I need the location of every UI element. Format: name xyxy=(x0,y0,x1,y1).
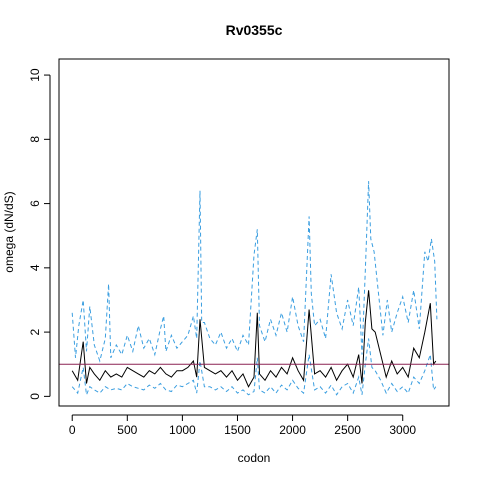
y-tick-label: 8 xyxy=(28,136,42,143)
x-tick-label: 2000 xyxy=(279,423,306,437)
series-upper-ci-line xyxy=(71,181,438,363)
chart-title: Rv0355c xyxy=(226,22,283,38)
y-tick-label: 6 xyxy=(28,200,42,207)
x-tick-label: 0 xyxy=(69,423,76,437)
plot-area xyxy=(59,181,449,397)
plot-frame xyxy=(58,58,450,407)
series-lower-ci-line xyxy=(71,338,437,397)
y-tick-label: 4 xyxy=(28,264,42,271)
x-tick-label: 500 xyxy=(117,423,137,437)
x-axis: 0 500 1000 1500 2000 2500 3000 xyxy=(69,414,416,437)
y-axis: 0 2 4 6 8 10 xyxy=(28,68,51,400)
y-tick-label: 2 xyxy=(28,328,42,335)
x-tick-label: 2500 xyxy=(334,423,361,437)
y-tick-label: 0 xyxy=(28,393,42,400)
x-tick-label: 1500 xyxy=(224,423,251,437)
x-axis-label: codon xyxy=(238,451,271,465)
series-estimate-line xyxy=(71,290,437,388)
y-tick-label: 10 xyxy=(28,68,42,82)
x-tick-label: 3000 xyxy=(389,423,416,437)
y-axis-label: omega (dN/dS) xyxy=(2,191,16,272)
x-tick-label: 1000 xyxy=(169,423,196,437)
